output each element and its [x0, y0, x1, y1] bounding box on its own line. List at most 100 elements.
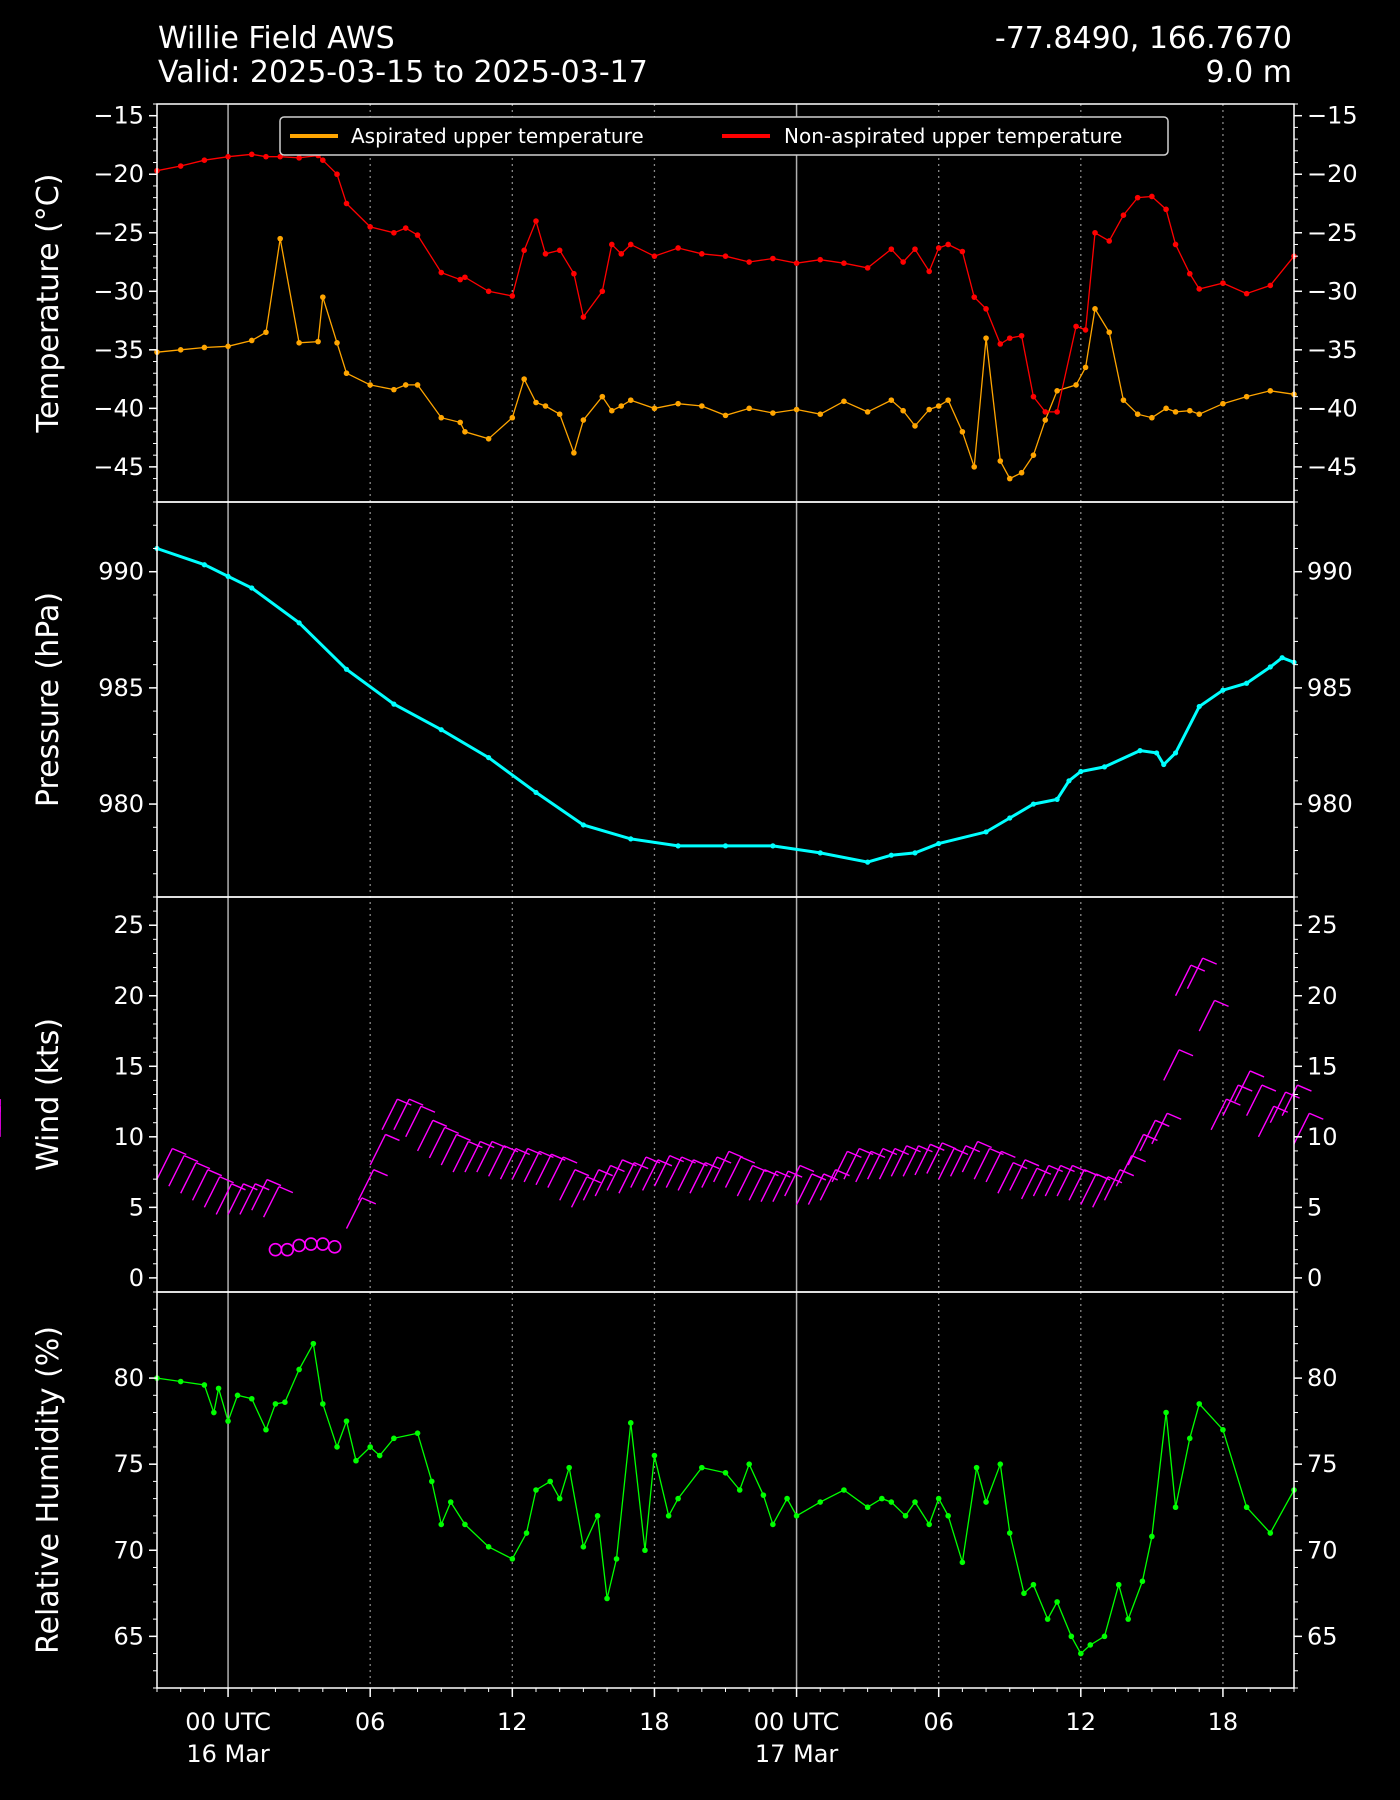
- wind-barb-flag: [207, 1169, 223, 1177]
- ylabel: Pressure (hPa): [31, 592, 66, 807]
- wind-barb: [215, 1183, 233, 1215]
- panel-2: [149, 501, 1302, 898]
- wind-barb: [641, 1159, 659, 1191]
- data-point: [770, 843, 776, 849]
- data-point: [864, 1504, 871, 1511]
- wind-barb: [795, 1173, 813, 1205]
- wind-barb: [878, 1148, 896, 1180]
- wind-barb: [547, 1156, 564, 1188]
- data-point: [1054, 387, 1060, 394]
- data-point: [912, 246, 918, 252]
- data-point: [334, 340, 340, 346]
- data-point: [618, 403, 625, 409]
- wind-barb: [1163, 1049, 1180, 1081]
- data-point: [888, 397, 895, 403]
- data-point: [888, 852, 894, 858]
- wind-barb: [938, 1148, 955, 1180]
- wind-barb-flag: [503, 1145, 519, 1153]
- wind-barb-flag: [397, 1098, 412, 1106]
- station-name: Willie Field AWS: [158, 21, 395, 56]
- data-point: [1073, 382, 1079, 388]
- data-point: [1172, 241, 1179, 248]
- xtick-label: 06: [355, 1708, 386, 1736]
- data-point: [900, 407, 906, 414]
- wind-barb-flag: [882, 1147, 898, 1156]
- data-point: [215, 1385, 222, 1392]
- data-point: [1078, 768, 1084, 775]
- data-point: [1125, 1616, 1131, 1622]
- data-point: [571, 450, 577, 456]
- wind-barb: [1222, 1084, 1239, 1116]
- panel-3: [0, 896, 1324, 1293]
- data-point: [201, 157, 208, 163]
- ytick-label-right: 80: [1307, 1364, 1338, 1392]
- data-point: [1054, 1599, 1060, 1605]
- data-point: [1068, 1633, 1075, 1640]
- data-point: [249, 585, 255, 591]
- wind-barb-flag: [811, 1173, 827, 1181]
- wind-barb: [227, 1183, 244, 1215]
- ylabel: Temperature (°C): [31, 174, 66, 434]
- data-point: [1006, 475, 1013, 482]
- wind-barb-flag: [1024, 1159, 1040, 1167]
- wind-barb: [772, 1170, 789, 1203]
- data-point: [865, 859, 871, 865]
- wind-barb: [381, 1098, 398, 1131]
- data-point: [556, 247, 563, 254]
- data-point: [533, 789, 539, 796]
- data-point: [1030, 452, 1037, 458]
- data-point: [296, 340, 302, 346]
- data-point: [1163, 206, 1169, 213]
- data-point: [1267, 282, 1274, 289]
- wind-barb: [1127, 1134, 1145, 1166]
- data-point: [248, 1395, 255, 1402]
- data-point: [414, 1430, 421, 1436]
- data-point: [343, 200, 350, 207]
- data-point: [1139, 1578, 1146, 1585]
- data-point: [1154, 750, 1160, 756]
- data-point: [1186, 1435, 1193, 1442]
- data-point: [402, 382, 409, 388]
- data-point: [699, 1464, 705, 1471]
- data-point: [580, 417, 587, 423]
- wind-barb-flag: [1237, 1084, 1253, 1092]
- data-point: [841, 398, 847, 405]
- data-point: [1092, 229, 1098, 236]
- data-point: [936, 840, 942, 847]
- data-point: [1149, 193, 1155, 200]
- ytick-label-right: 10: [1307, 1123, 1338, 1151]
- data-point: [736, 1487, 743, 1493]
- data-point: [912, 850, 918, 856]
- wind-barb: [440, 1134, 458, 1166]
- data-point: [533, 218, 539, 224]
- data-point: [599, 288, 606, 295]
- data-point: [793, 1513, 800, 1519]
- data-point: [793, 406, 800, 413]
- xtick-sublabel: 16 Mar: [186, 1740, 270, 1768]
- data-point: [1106, 329, 1113, 336]
- wind-barb: [1234, 1070, 1251, 1102]
- wind-barb: [428, 1127, 446, 1159]
- data-point: [1021, 1590, 1027, 1597]
- data-point: [1092, 306, 1098, 312]
- data-point: [225, 343, 231, 350]
- wind-barb: [926, 1142, 943, 1174]
- ytick-label-right: 990: [1307, 558, 1353, 586]
- wind-barb-flag: [918, 1145, 933, 1153]
- ytick-label-right: 980: [1307, 790, 1353, 818]
- wind-barb: [1092, 1176, 1109, 1208]
- ytick-label-left: 0: [129, 1264, 144, 1292]
- panel-4: [149, 1291, 1302, 1689]
- data-point: [1044, 1616, 1051, 1622]
- ytick-label-right: −20: [1307, 160, 1358, 188]
- xtick-label: 06: [923, 1708, 954, 1736]
- data-point: [248, 151, 255, 158]
- data-point: [177, 1378, 184, 1385]
- wind-barb: [677, 1159, 695, 1191]
- wind-barb-flag: [219, 1176, 234, 1184]
- wind-barb: [262, 1186, 280, 1218]
- data-point: [1243, 290, 1250, 297]
- data-point: [665, 1513, 672, 1519]
- data-point: [1006, 1530, 1013, 1536]
- wind-barb-flag: [1048, 1164, 1064, 1173]
